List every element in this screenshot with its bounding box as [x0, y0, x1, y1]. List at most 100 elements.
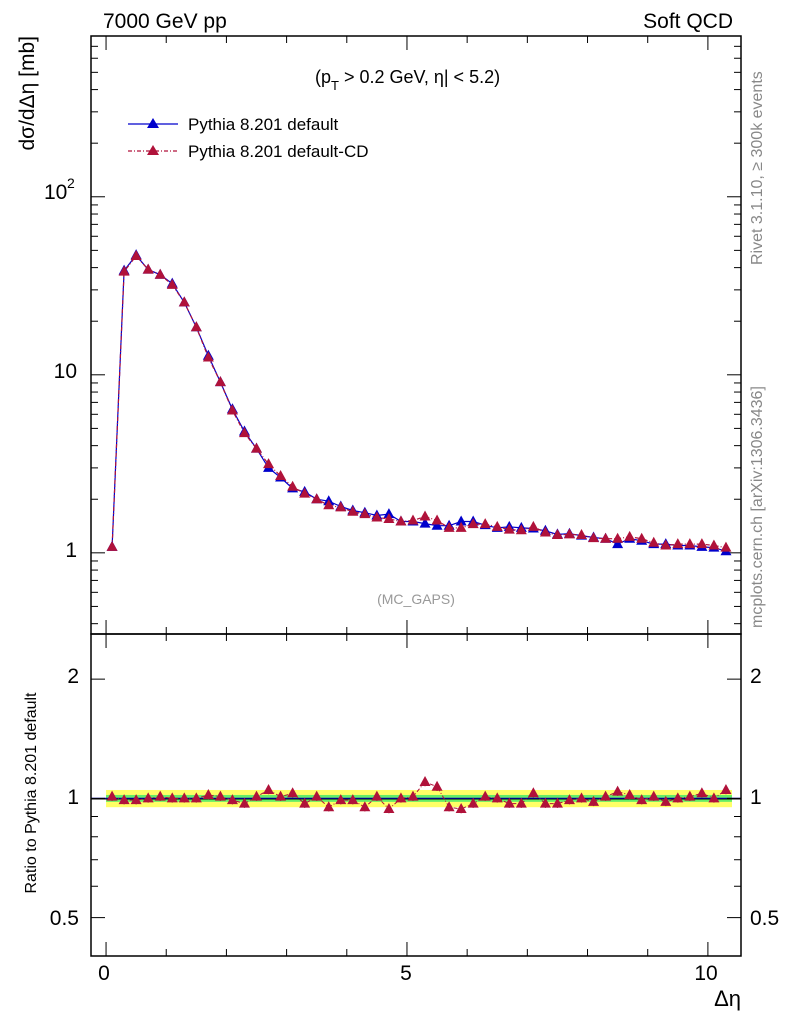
legend-marker-cd [147, 145, 159, 155]
ratio-point-cd [238, 797, 250, 808]
ratio-point-cd [214, 790, 226, 801]
ratio-point-cd [419, 775, 431, 786]
data-point-cd [383, 512, 395, 523]
ratio-point-cd [190, 792, 202, 803]
ratio-ytick-right-0.5: 0.5 [750, 907, 779, 930]
data-point-cd [190, 321, 202, 332]
data-point-cd [443, 521, 455, 532]
legend-label-default: Pythia 8.201 default [188, 115, 339, 134]
data-point-cd [551, 528, 563, 539]
ratio-point-cd [383, 803, 395, 814]
cuts-rest: > 0.2 GeV, η| < 5.2) [339, 67, 500, 87]
data-point-cd [600, 532, 612, 543]
ratio-point-cd [539, 797, 551, 808]
ratio-point-cd [287, 787, 299, 798]
main-y-axis-label: dσ/dΔη [mb] [16, 36, 39, 151]
ratio-point-cd [118, 794, 130, 805]
ratio-point-cd [431, 780, 443, 791]
data-point-cd [636, 532, 648, 543]
ratio-point-cd [335, 794, 347, 805]
data-point-cd [539, 526, 551, 537]
data-point-cd [335, 501, 347, 512]
ratio-series-layer [106, 775, 732, 814]
main-ytick-label-100-exp: 2 [67, 175, 75, 191]
main-series-layer [106, 249, 732, 556]
ratio-plot: 0.5 1 2 0.5 1 2 Ratio to Pythia 8.201 de… [23, 633, 779, 957]
data-point-cd [226, 404, 238, 415]
ratio-y-axis-label: Ratio to Pythia 8.201 default [23, 692, 40, 894]
ratio-point-cd [251, 790, 263, 801]
ratio-point-cd [636, 794, 648, 805]
ratio-point-cd [263, 783, 275, 794]
ratio-point-cd [142, 792, 154, 803]
ratio-point-cd [407, 790, 419, 801]
ratio-ytick-left-2: 2 [67, 665, 79, 688]
main-ytick-label-10: 10 [54, 360, 77, 383]
data-point-cd [287, 480, 299, 491]
ratio-point-cd [491, 792, 503, 803]
ratio-point-cd [347, 794, 359, 805]
data-point-cd [251, 442, 263, 453]
legend-marker-default [147, 118, 159, 128]
ratio-ytick-right-1: 1 [750, 786, 762, 809]
data-point-default [431, 519, 443, 530]
data-point-cd [166, 278, 178, 289]
ratio-point-cd [503, 797, 515, 808]
ratio-point-cd [311, 790, 323, 801]
header-left-title: 7000 GeV pp [103, 10, 227, 33]
data-point-cd [684, 538, 696, 549]
ratio-point-cd [660, 795, 672, 806]
data-point-cd [214, 376, 226, 387]
data-point-cd [612, 532, 624, 543]
ratio-point-cd [455, 803, 467, 814]
cuts-annotation: (pT > 0.2 GeV, η| < 5.2) [315, 67, 500, 93]
data-point-cd [154, 268, 166, 279]
rivet-label: Rivet 3.1.10, ≥ 300k events [749, 71, 766, 265]
data-point-cd [479, 518, 491, 529]
ratio-series-line-cd [111, 781, 727, 810]
data-point-cd [395, 515, 407, 526]
data-point-cd [588, 532, 600, 543]
ratio-point-cd [130, 794, 142, 805]
ratio-point-cd [708, 792, 720, 803]
ratio-point-cd [178, 792, 190, 803]
data-point-cd [359, 508, 371, 519]
ratio-point-cd [624, 788, 636, 799]
main-x-ticks [105, 36, 709, 634]
main-ytick-label-1: 1 [65, 539, 77, 562]
data-point-cd [624, 530, 636, 541]
data-point-cd [178, 296, 190, 307]
data-point-default [455, 515, 467, 526]
series-line-default [111, 254, 727, 552]
ratio-x-ticks [105, 634, 709, 956]
data-point-cd [660, 539, 672, 550]
main-ytick-label-100-base: 10 [44, 181, 67, 204]
legend-label-cd: Pythia 8.201 default-CD [188, 142, 369, 161]
ratio-ytick-left-1: 1 [67, 786, 79, 809]
series-line-cd [111, 255, 727, 549]
ratio-point-cd [443, 801, 455, 812]
data-point-cd [491, 520, 503, 531]
ratio-point-cd [202, 788, 214, 799]
ratio-point-cd [684, 790, 696, 801]
ratio-point-cd [106, 790, 118, 801]
ratio-point-cd [166, 792, 178, 803]
ratio-point-cd [672, 792, 684, 803]
legend: Pythia 8.201 default Pythia 8.201 defaul… [128, 115, 369, 161]
x-axis-label: Δη [714, 986, 741, 1011]
data-point-default [612, 538, 624, 549]
ratio-y-ticks [91, 678, 741, 957]
ratio-point-cd [371, 790, 383, 801]
data-point-cd [455, 521, 467, 532]
data-point-cd [503, 523, 515, 534]
cuts-sub: T [331, 78, 339, 93]
xtick-label-10: 10 [694, 962, 717, 985]
data-point-cd [672, 538, 684, 549]
ratio-ytick-right-2: 2 [750, 665, 762, 688]
ratio-point-cd [395, 792, 407, 803]
data-point-cd [419, 510, 431, 521]
ratio-ytick-left-0.5: 0.5 [50, 907, 79, 930]
ratio-plot-frame [90, 633, 742, 957]
xtick-label-0: 0 [98, 962, 110, 985]
ratio-point-cd [275, 790, 287, 801]
